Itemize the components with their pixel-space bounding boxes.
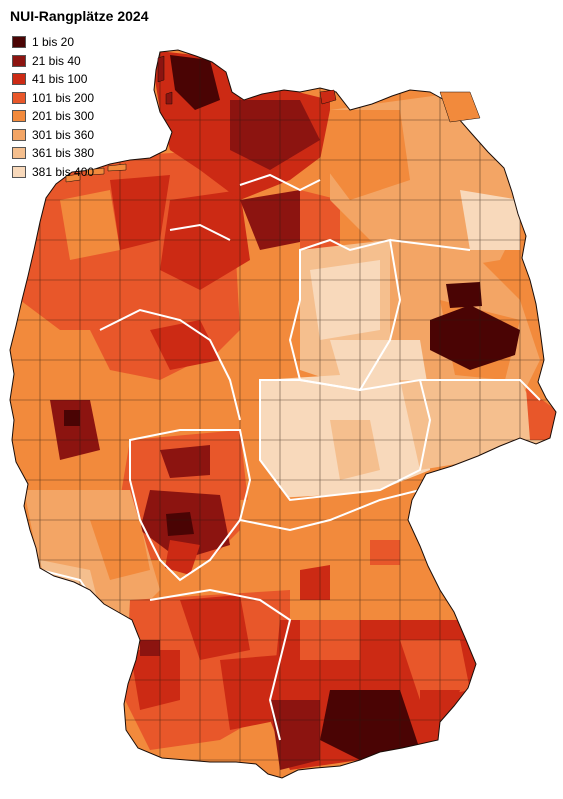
region-sachsen-anhalt-north xyxy=(310,260,380,340)
legend-swatch xyxy=(12,73,26,86)
region-allgaeu xyxy=(270,700,320,770)
legend-label: 361 bis 380 xyxy=(32,146,95,161)
region-berlin-south xyxy=(430,305,520,370)
legend-swatch xyxy=(12,91,26,104)
legend-swatch xyxy=(12,36,26,49)
state-border-bremen xyxy=(169,223,231,241)
region-lower-bavaria xyxy=(400,640,470,700)
region-munich xyxy=(320,690,420,760)
region-goerlitz xyxy=(526,388,556,440)
state-border-sachsen-anhalt xyxy=(288,238,402,392)
legend-item: 101 bis 200 xyxy=(12,89,94,108)
region-ems xyxy=(110,175,170,250)
region-nordfriesland xyxy=(170,55,220,110)
region-mecklenburg-west xyxy=(320,110,410,200)
island-sylt xyxy=(157,55,165,83)
legend-swatch xyxy=(12,165,26,178)
state-border-hamburg xyxy=(239,173,321,192)
state-border-bavaria-north xyxy=(239,489,421,532)
island-borkum xyxy=(65,173,81,183)
region-cologne-core xyxy=(64,410,80,426)
legend-item: 41 bis 100 xyxy=(12,70,94,89)
legend-label: 381 bis 400 xyxy=(32,164,95,179)
region-amberg xyxy=(370,540,400,565)
legend-label: 101 bis 200 xyxy=(32,90,95,105)
state-border-saxony xyxy=(420,379,541,401)
region-swabian xyxy=(220,655,280,730)
island-fehmarn xyxy=(319,89,337,105)
district-grid-v xyxy=(39,50,521,778)
island-ruegen xyxy=(439,91,481,123)
legend-item: 381 bis 400 xyxy=(12,163,94,182)
state-border-bw-bavaria xyxy=(149,588,292,741)
region-karlsruhe xyxy=(140,640,160,656)
region-darmstadt xyxy=(165,540,200,575)
state-border-nrw-lower-saxony xyxy=(99,308,241,421)
region-bielefeld xyxy=(150,320,220,370)
region-hamburg xyxy=(240,190,310,250)
legend-swatch xyxy=(12,110,26,123)
state-border-hessen xyxy=(129,429,252,582)
state-border-brandenburg-north xyxy=(389,239,471,251)
legend-label: 301 bis 360 xyxy=(32,127,95,142)
legend-label: 41 bis 100 xyxy=(32,72,88,87)
region-frisia xyxy=(60,190,120,260)
legend-label: 21 bis 40 xyxy=(32,53,81,68)
region-holstein xyxy=(230,100,320,170)
island-foehr xyxy=(165,91,173,105)
legend-item: 301 bis 360 xyxy=(12,126,94,145)
legend-label: 1 bis 20 xyxy=(32,35,75,50)
region-cologne xyxy=(50,400,100,460)
map-title: NUI-Rangplätze 2024 xyxy=(10,8,149,24)
region-frankfurt xyxy=(166,512,194,536)
legend-label: 201 bis 300 xyxy=(32,109,95,124)
islands xyxy=(65,55,481,183)
legend-swatch xyxy=(12,147,26,160)
region-marburg xyxy=(160,445,210,478)
island-norderney xyxy=(85,167,105,176)
region-erfurt xyxy=(330,420,380,480)
legend-swatch xyxy=(12,128,26,141)
island-langeoog xyxy=(107,163,127,172)
region-stuttgart xyxy=(180,595,250,660)
legend-swatch xyxy=(12,54,26,67)
region-franconia xyxy=(240,490,440,600)
region-nuremberg xyxy=(300,565,330,600)
state-border-thuringia xyxy=(259,378,432,502)
legend-item: 1 bis 20 xyxy=(12,33,94,52)
legend-item: 21 bis 40 xyxy=(12,52,94,71)
region-berlin xyxy=(446,282,482,308)
legend: 1 bis 20 21 bis 40 41 bis 100 101 bis 20… xyxy=(12,33,94,181)
legend-item: 361 bis 380 xyxy=(12,144,94,163)
legend-item: 201 bis 300 xyxy=(12,107,94,126)
district-grid-h xyxy=(10,119,556,761)
region-uckermark xyxy=(460,190,520,250)
